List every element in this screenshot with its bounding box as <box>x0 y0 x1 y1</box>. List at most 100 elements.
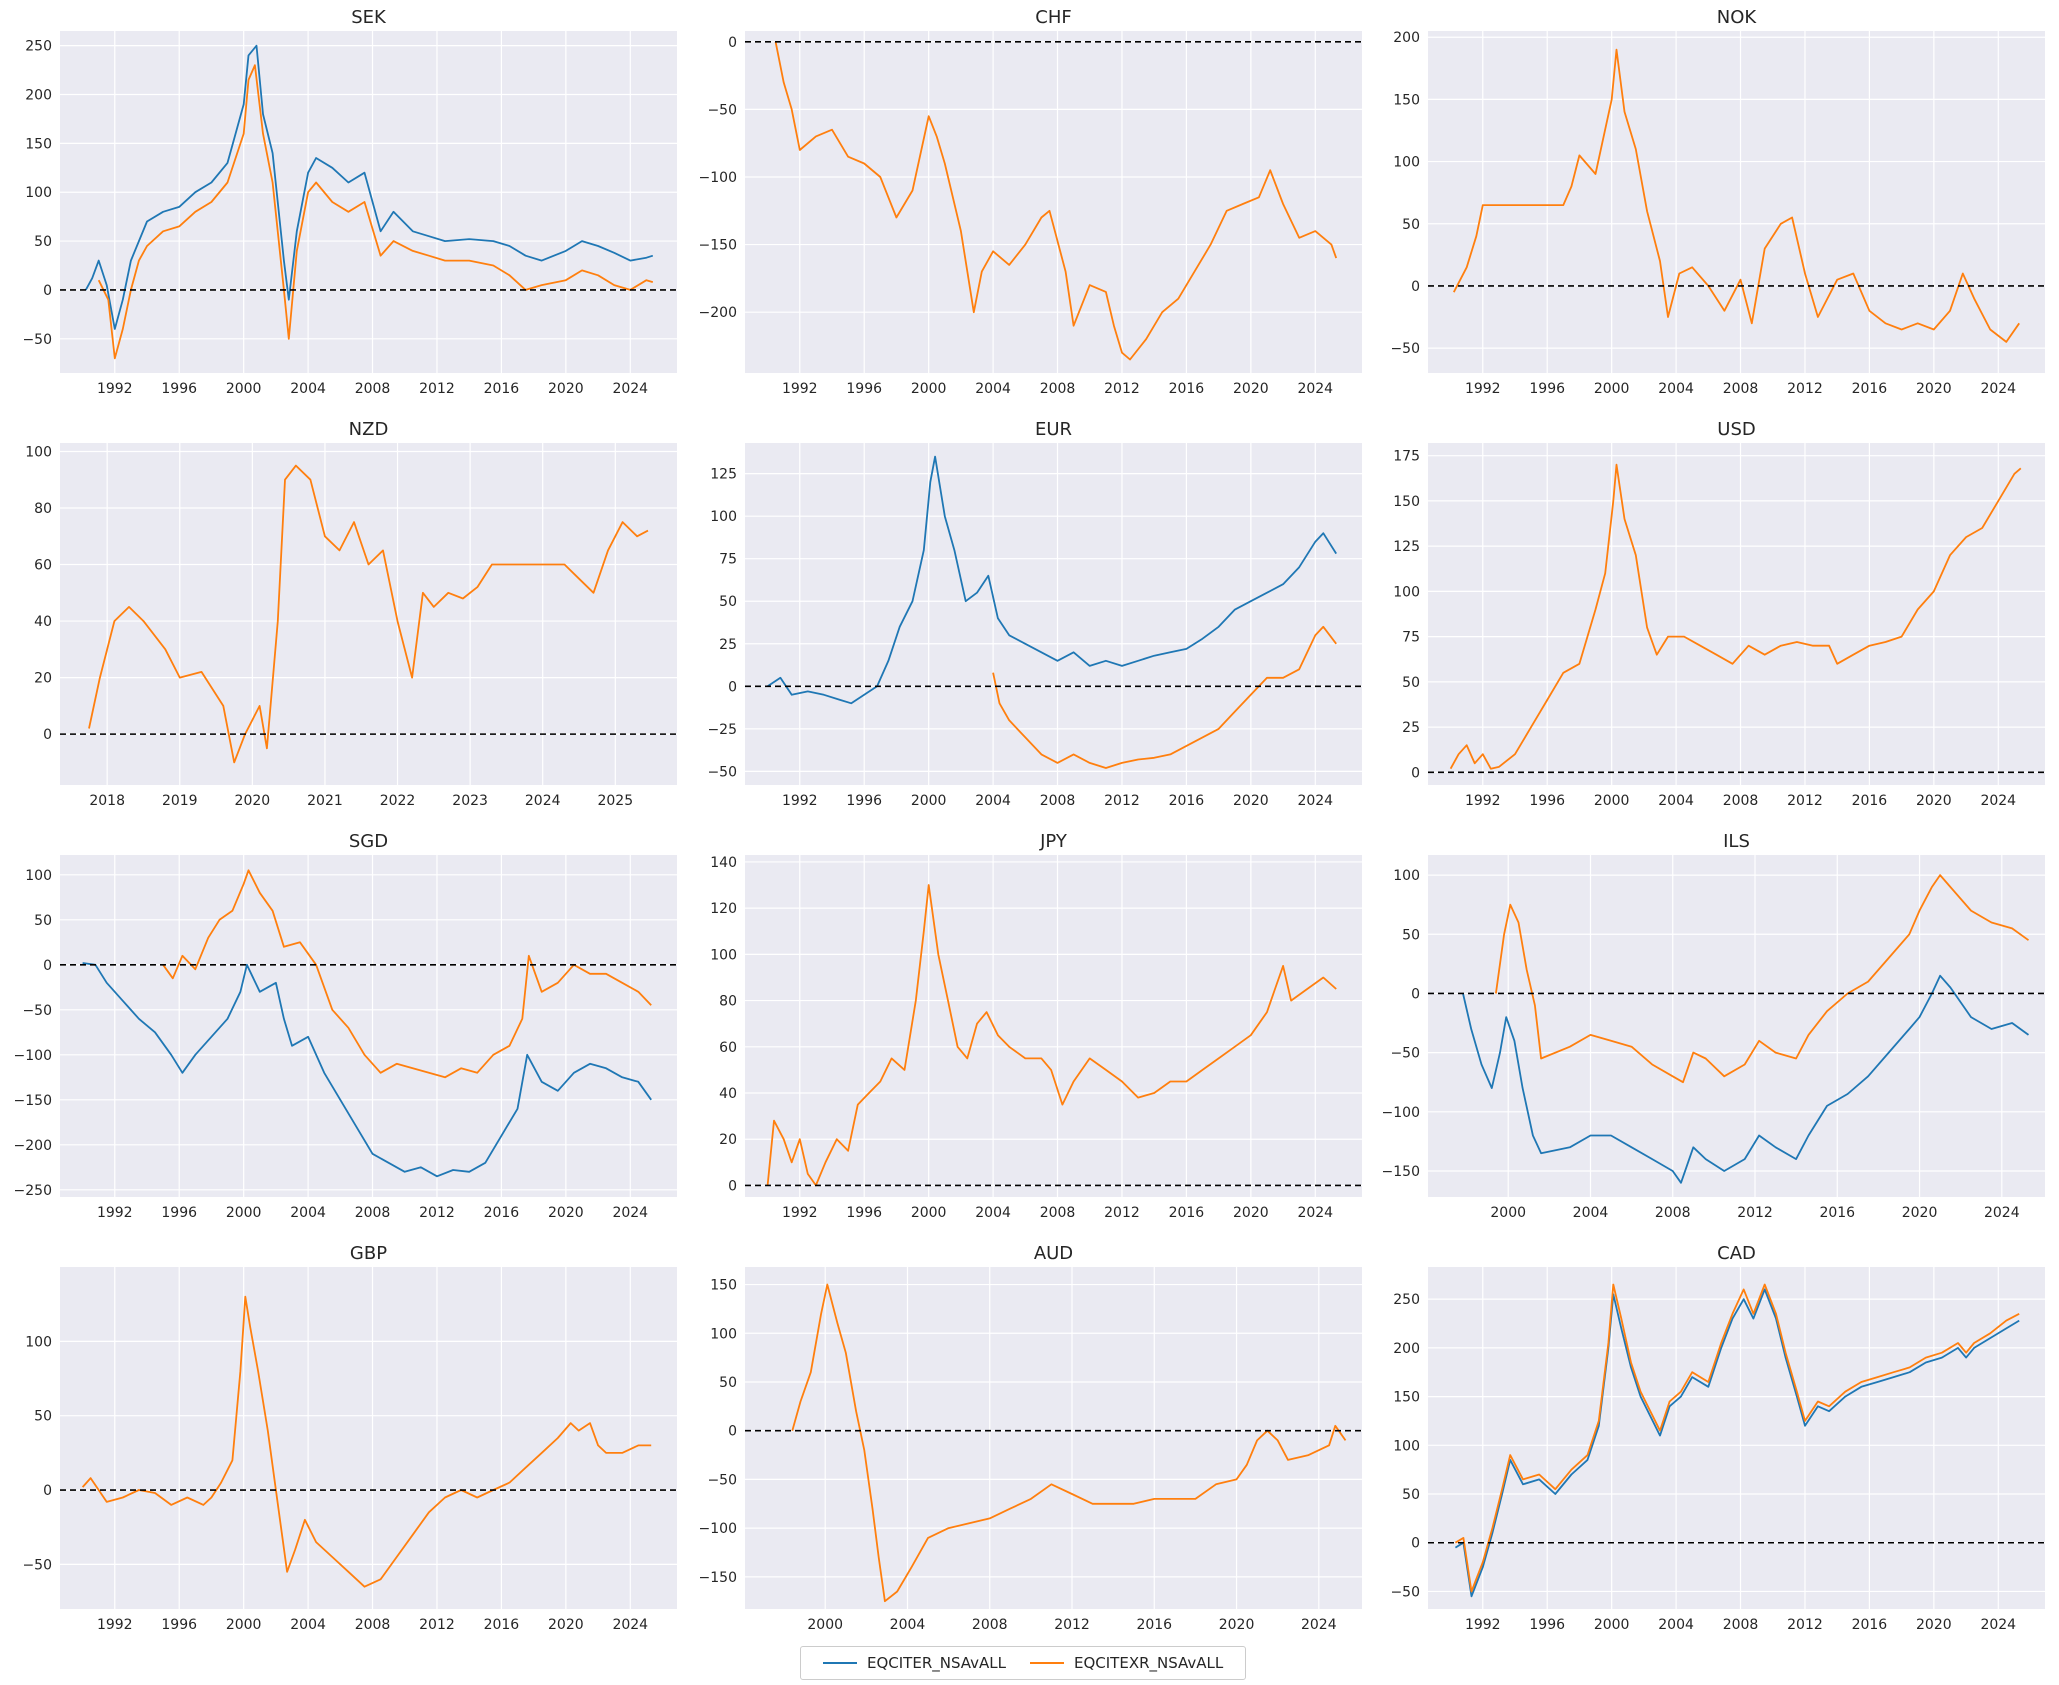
x-tick-label-eur-1992: 1992 <box>782 793 818 809</box>
plot-area-ils <box>1428 855 2045 1197</box>
y-tick-label-sek--50: −50 <box>22 332 52 348</box>
y-tick-label-eur--25: −25 <box>707 722 737 738</box>
x-tick-label-eur-2016: 2016 <box>1169 793 1205 809</box>
x-tick-label-gbp-2000: 2000 <box>226 1617 262 1633</box>
y-tick-label-usd-125: 125 <box>1393 539 1420 555</box>
series-line-nok-eqcitexr-nsavall <box>1453 48 2020 343</box>
plot-area-sgd <box>60 855 677 1197</box>
y-tick-label-gbp-50: 50 <box>34 1409 52 1425</box>
x-tick-label-sgd-2020: 2020 <box>548 1205 584 1221</box>
x-tick-label-nzd-2018: 2018 <box>89 793 125 809</box>
series-line-cad-eqciter-nsavall <box>1454 1288 2020 1598</box>
x-tick-label-gbp-2004: 2004 <box>290 1617 326 1633</box>
x-tick-label-sgd-2000: 2000 <box>226 1205 262 1221</box>
chart-title-usd: USD <box>1717 419 1755 440</box>
y-tick-label-ils--150: −150 <box>1382 1164 1420 1180</box>
y-tick-label-gbp-100: 100 <box>25 1334 52 1350</box>
series-group-nzd <box>60 464 677 764</box>
x-tick-label-sgd-2016: 2016 <box>484 1205 520 1221</box>
series-line-sek-eqcitexr-nsavall <box>97 64 654 360</box>
plot-area-aud <box>745 1267 1362 1609</box>
plot-area-eur <box>745 443 1362 785</box>
y-tick-label-nzd-20: 20 <box>34 671 52 687</box>
x-tick-label-sgd-1996: 1996 <box>161 1205 197 1221</box>
panel-aud: 2000 2004 2008 2012 2016 2020 2024 −150 −100 −50 0… <box>699 1243 1362 1633</box>
x-tick-label-eur-2012: 2012 <box>1104 793 1140 809</box>
x-tick-label-nzd-2023: 2023 <box>452 793 488 809</box>
plot-area-jpy <box>745 855 1362 1197</box>
x-tick-label-usd-2004: 2004 <box>1658 793 1694 809</box>
x-tick-label-sgd-1992: 1992 <box>97 1205 133 1221</box>
x-tick-label-ils-2020: 2020 <box>1902 1205 1938 1221</box>
x-tick-label-ils-2008: 2008 <box>1655 1205 1691 1221</box>
y-tick-label-sek-100: 100 <box>25 185 52 201</box>
y-tick-label-sek-200: 200 <box>25 88 52 104</box>
y-tick-label-usd-175: 175 <box>1393 449 1420 465</box>
x-tick-label-usd-1996: 1996 <box>1529 793 1565 809</box>
panel-sek: 1992 1996 2000 2004 2008 2012 2016 2020 2024 −50 0… <box>22 7 677 397</box>
x-tick-label-gbp-1992: 1992 <box>97 1617 133 1633</box>
y-tick-label-usd-0: 0 <box>1411 765 1420 781</box>
x-tick-label-sek-2016: 2016 <box>484 381 520 397</box>
x-tick-label-chf-2024: 2024 <box>1297 381 1333 397</box>
y-tick-label-nzd-60: 60 <box>34 558 52 574</box>
x-tick-label-nzd-2025: 2025 <box>597 793 633 809</box>
y-tick-label-gbp--50: −50 <box>22 1557 52 1573</box>
series-group-cad <box>1428 1283 2045 1598</box>
panel-jpy: 1992 1996 2000 2004 2008 2012 2016 2020 2024 0 20 4… <box>710 831 1362 1221</box>
x-tick-label-ils-2000: 2000 <box>1490 1205 1526 1221</box>
series-line-cad-eqcitexr-nsavall <box>1454 1283 2020 1593</box>
y-tick-label-aud-0: 0 <box>728 1424 737 1440</box>
x-tick-label-usd-2000: 2000 <box>1594 793 1630 809</box>
y-tick-label-sgd--150: −150 <box>14 1093 52 1109</box>
y-tick-label-jpy-0: 0 <box>728 1178 737 1194</box>
y-tick-label-jpy-20: 20 <box>719 1132 737 1148</box>
x-tick-label-aud-2000: 2000 <box>807 1617 843 1633</box>
x-tick-label-cad-2004: 2004 <box>1658 1617 1694 1633</box>
x-tick-label-jpy-2016: 2016 <box>1169 1205 1205 1221</box>
x-tick-label-gbp-2020: 2020 <box>548 1617 584 1633</box>
x-tick-label-nzd-2024: 2024 <box>525 793 561 809</box>
x-tick-label-eur-1996: 1996 <box>846 793 882 809</box>
series-line-eur-eqcitexr-nsavall <box>992 625 1337 769</box>
y-tick-label-jpy-40: 40 <box>719 1086 737 1102</box>
y-tick-label-aud--150: −150 <box>699 1570 737 1586</box>
y-tick-label-sek-150: 150 <box>25 136 52 152</box>
y-tick-label-jpy-60: 60 <box>719 1040 737 1056</box>
series-group-sek <box>60 44 677 360</box>
x-tick-label-ils-2004: 2004 <box>1573 1205 1609 1221</box>
y-tick-label-nok-100: 100 <box>1393 155 1420 171</box>
y-tick-label-sgd--200: −200 <box>14 1138 52 1154</box>
y-tick-label-nzd-0: 0 <box>43 727 52 743</box>
panel-nzd: 2018 2019 2020 2021 2022 2023 2024 2025 0 20 40 60 8… <box>25 419 677 809</box>
y-tick-label-nok-200: 200 <box>1393 30 1420 46</box>
plot-area-usd <box>1428 443 2045 785</box>
x-tick-label-cad-2016: 2016 <box>1852 1617 1888 1633</box>
chart-title-aud: AUD <box>1034 1243 1073 1264</box>
x-tick-label-chf-2020: 2020 <box>1233 381 1269 397</box>
x-tick-label-usd-2020: 2020 <box>1916 793 1952 809</box>
legend-entry-eqcitexr: EQCITEXR_NSAvALL <box>1030 1654 1223 1672</box>
y-tick-label-sgd-100: 100 <box>25 868 52 884</box>
plot-area-chf <box>745 31 1362 373</box>
x-tick-label-gbp-2008: 2008 <box>355 1617 391 1633</box>
plot-area-nzd <box>60 443 677 785</box>
x-tick-label-aud-2008: 2008 <box>972 1617 1008 1633</box>
y-tick-label-aud-100: 100 <box>710 1326 737 1342</box>
x-tick-label-ils-2012: 2012 <box>1737 1205 1773 1221</box>
x-tick-label-sgd-2024: 2024 <box>612 1205 648 1221</box>
plot-area-gbp <box>60 1267 677 1609</box>
y-tick-label-ils--50: −50 <box>1390 1046 1420 1062</box>
y-tick-label-sgd-50: 50 <box>34 913 52 929</box>
x-tick-label-sek-1996: 1996 <box>161 381 197 397</box>
chart-title-nzd: NZD <box>349 419 389 440</box>
y-tick-label-jpy-80: 80 <box>719 994 737 1010</box>
y-tick-label-aud-50: 50 <box>719 1375 737 1391</box>
x-tick-label-usd-2008: 2008 <box>1723 793 1759 809</box>
y-tick-label-chf--100: −100 <box>699 170 737 186</box>
y-tick-label-sek-50: 50 <box>34 234 52 250</box>
y-tick-label-jpy-120: 120 <box>710 901 737 917</box>
x-tick-label-sek-2008: 2008 <box>355 381 391 397</box>
y-tick-label-eur--50: −50 <box>707 764 737 780</box>
y-tick-label-nok-50: 50 <box>1402 217 1420 233</box>
